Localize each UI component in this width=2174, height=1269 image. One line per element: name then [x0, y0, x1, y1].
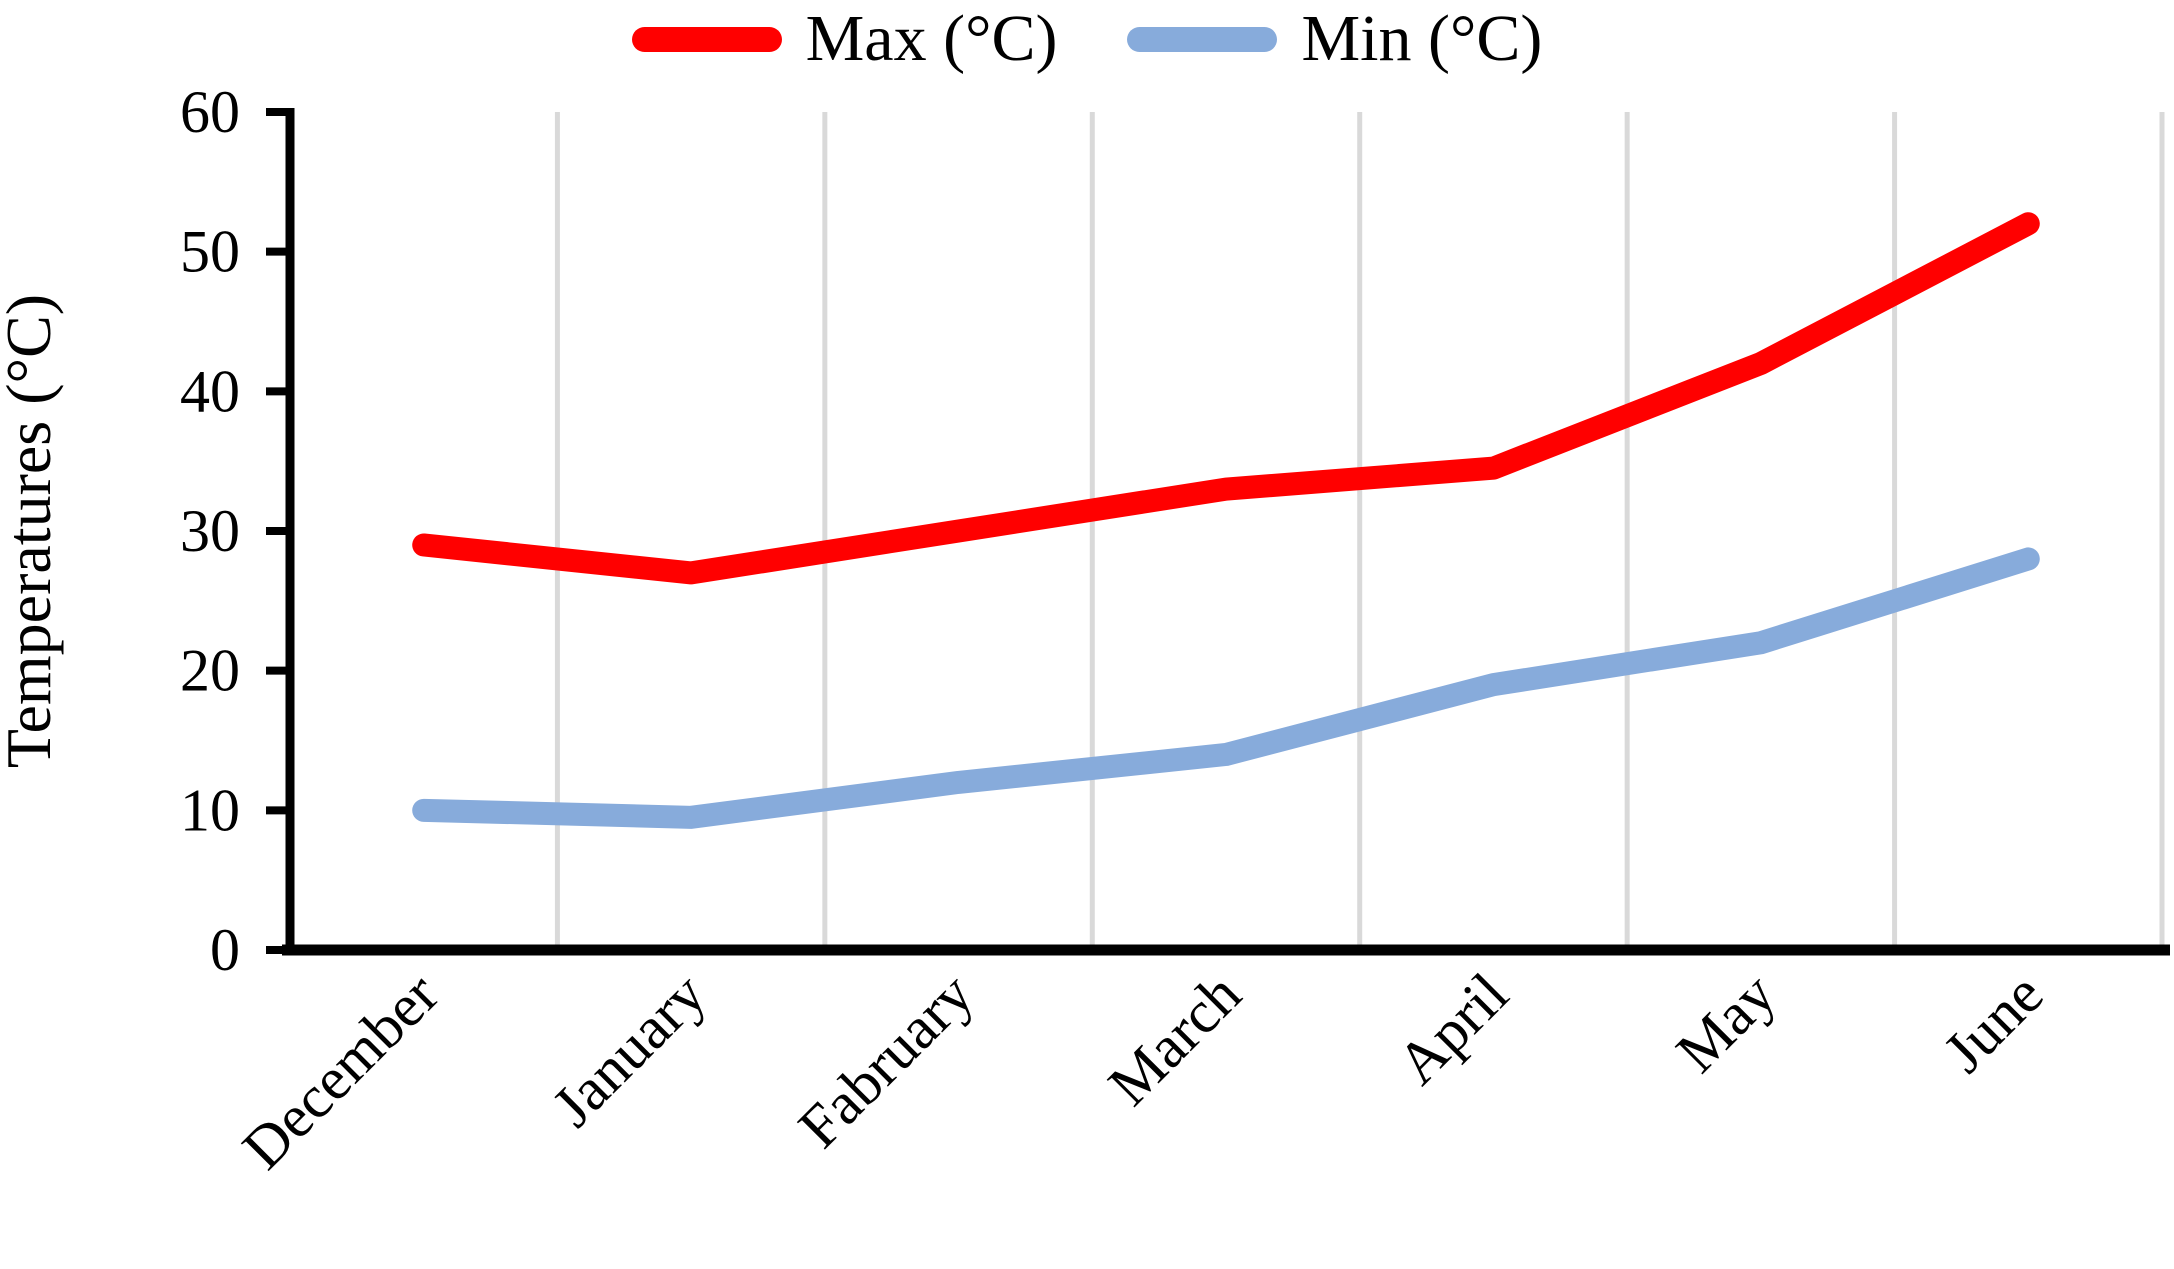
y-tick-label: 40	[180, 358, 240, 424]
x-axis-label: Fabruary	[786, 961, 986, 1161]
y-tick-label: 50	[180, 219, 240, 285]
y-axis-title: Temperatures (°C)	[0, 294, 64, 768]
x-axis-label: January	[540, 961, 719, 1140]
axes	[282, 108, 2170, 956]
y-tick-label: 30	[180, 498, 240, 564]
x-axis-label: June	[1931, 961, 2055, 1085]
x-axis-labels: December January Fabruary March April May June	[230, 961, 2056, 1182]
y-tick-label: 60	[180, 79, 240, 145]
x-axis-label: December	[230, 961, 451, 1182]
y-tick-label: 0	[210, 917, 240, 983]
y-tick-label: 20	[180, 638, 240, 704]
x-axis-label: May	[1664, 961, 1788, 1085]
x-axis-label: April	[1384, 961, 1520, 1097]
vertical-gridlines	[554, 112, 2165, 947]
data-series	[412, 212, 2040, 829]
y-axis-ticks: 0 10 20 30 40 50 60	[180, 79, 290, 983]
x-axis-label: March	[1096, 961, 1253, 1118]
y-tick-label: 10	[180, 777, 240, 843]
series-line-min	[412, 547, 2040, 829]
series-line-max	[412, 212, 2040, 585]
